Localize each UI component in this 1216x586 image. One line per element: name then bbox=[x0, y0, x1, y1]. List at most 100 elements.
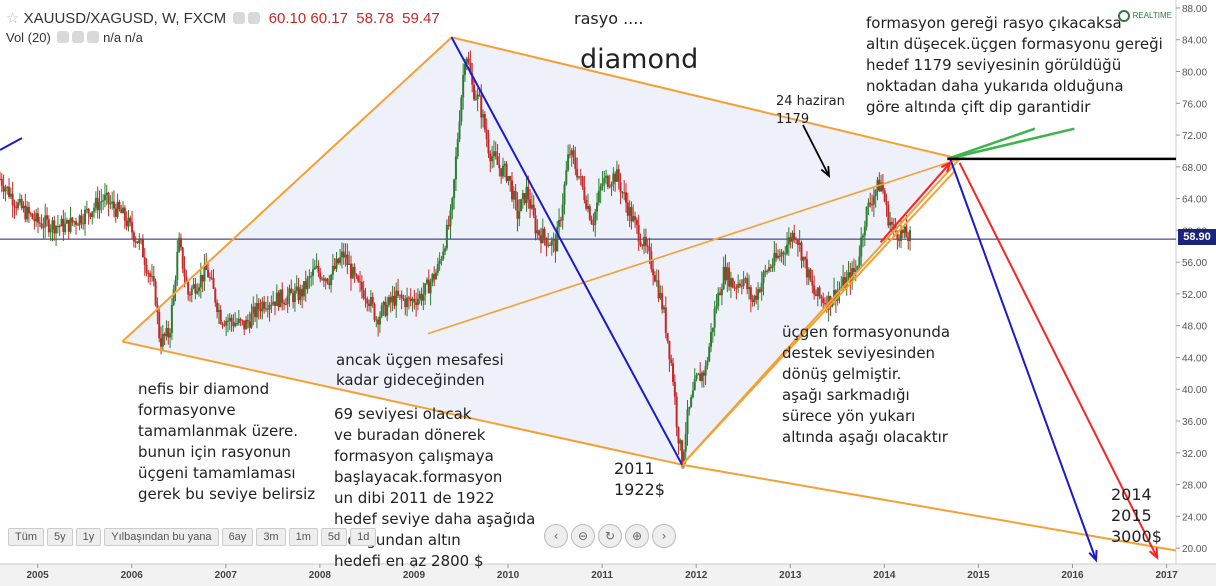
range-button-ytd[interactable]: Yılbaşından bu yana bbox=[104, 528, 219, 546]
lower-trendline[interactable] bbox=[681, 463, 1177, 552]
close-icon[interactable] bbox=[87, 31, 100, 44]
y-tick-label: 44.00 bbox=[1182, 353, 1207, 364]
candle-body bbox=[905, 226, 908, 238]
scroll-right-icon[interactable]: › bbox=[652, 524, 676, 548]
candle-body bbox=[230, 317, 233, 322]
green-pointer-line[interactable] bbox=[947, 127, 1075, 161]
candle-body bbox=[380, 305, 383, 317]
candle-body bbox=[552, 239, 555, 241]
candle-body bbox=[274, 301, 277, 306]
zoom-in-icon[interactable]: ⊕ bbox=[625, 524, 649, 548]
range-button-6m[interactable]: 6ay bbox=[221, 528, 254, 546]
candle-body bbox=[704, 365, 707, 376]
range-button-1m[interactable]: 1m bbox=[288, 528, 318, 546]
candle-body bbox=[476, 94, 479, 100]
red-projection-line[interactable] bbox=[879, 162, 951, 243]
blue-projection-line[interactable] bbox=[949, 158, 1097, 561]
chart-navigation: ‹ ⊖ ↻ ⊕ › bbox=[544, 524, 676, 548]
candle-body bbox=[116, 201, 119, 217]
candle-body bbox=[232, 321, 235, 327]
candle-body bbox=[143, 257, 146, 265]
candle-body bbox=[771, 265, 774, 268]
candle-body bbox=[310, 275, 313, 277]
candle-body bbox=[270, 304, 273, 306]
candle-body bbox=[105, 192, 108, 195]
annotation-right: üçgen formasyonunda destek seviyesinden … bbox=[782, 323, 951, 446]
candle-body bbox=[737, 283, 740, 288]
candle-body bbox=[907, 237, 910, 242]
eye-icon[interactable] bbox=[57, 31, 70, 44]
candle-body bbox=[724, 266, 727, 281]
candle-body bbox=[795, 238, 798, 240]
range-button-all[interactable]: Tüm bbox=[8, 528, 44, 546]
candle-body bbox=[909, 230, 912, 242]
candle-body bbox=[559, 219, 562, 221]
candle-body bbox=[854, 270, 857, 272]
candle-body bbox=[898, 239, 901, 241]
y-tick-label: 80.00 bbox=[1182, 67, 1207, 78]
candle-body bbox=[852, 268, 855, 272]
candle-body bbox=[147, 272, 150, 274]
range-button-1d[interactable]: 1d bbox=[350, 528, 377, 546]
candle-body bbox=[711, 327, 714, 333]
zoom-out-icon[interactable]: ⊖ bbox=[571, 524, 595, 548]
scroll-left-icon[interactable]: ‹ bbox=[544, 524, 568, 548]
range-button-5y[interactable]: 5y bbox=[47, 528, 73, 546]
x-tick-label: 2017 bbox=[1155, 570, 1178, 581]
candle-body bbox=[749, 287, 752, 300]
candle-body bbox=[226, 320, 229, 322]
candle-body bbox=[93, 207, 96, 212]
candle-body bbox=[778, 255, 781, 257]
candle-body bbox=[111, 201, 114, 204]
candle-body bbox=[214, 288, 217, 303]
black-arrow-line bbox=[802, 124, 830, 177]
gear-icon[interactable] bbox=[248, 11, 261, 24]
candle-body bbox=[398, 294, 401, 296]
candle-body bbox=[337, 258, 340, 264]
volume-icons[interactable] bbox=[54, 31, 100, 46]
blue-projection-line[interactable] bbox=[450, 36, 683, 466]
candle-body bbox=[693, 379, 696, 391]
candle-body bbox=[80, 215, 83, 224]
candle-body bbox=[612, 173, 615, 185]
star-icon[interactable]: ☆ bbox=[6, 10, 20, 27]
candle-body bbox=[635, 219, 638, 225]
x-tick-label: 2008 bbox=[309, 570, 332, 581]
range-button-5d[interactable]: 5d bbox=[320, 528, 348, 546]
candle-body bbox=[543, 228, 546, 238]
candle-body bbox=[389, 297, 392, 303]
gear-icon[interactable] bbox=[72, 31, 85, 44]
candle-body bbox=[632, 216, 635, 222]
reset-icon[interactable]: ↻ bbox=[598, 524, 622, 548]
eye-icon[interactable] bbox=[233, 11, 246, 24]
candle-body bbox=[261, 301, 264, 312]
candle-body bbox=[187, 281, 190, 295]
candle-body bbox=[719, 292, 722, 296]
header-icons[interactable] bbox=[230, 11, 261, 28]
candle-body bbox=[713, 308, 716, 328]
candle-body bbox=[46, 215, 49, 220]
candle-body bbox=[572, 150, 575, 158]
candle-body bbox=[368, 303, 371, 307]
annotation-target: 2014 2015 3000$ bbox=[1111, 485, 1162, 546]
range-button-1y[interactable]: 1y bbox=[75, 528, 102, 546]
candle-body bbox=[521, 193, 524, 200]
range-button-3m[interactable]: 3m bbox=[256, 528, 286, 546]
candle-body bbox=[550, 240, 553, 246]
support-trendline[interactable] bbox=[681, 170, 956, 466]
candle-body bbox=[196, 291, 199, 294]
inner-trendline[interactable] bbox=[427, 156, 965, 335]
candle-body bbox=[11, 193, 14, 206]
candle-body bbox=[85, 208, 88, 210]
candle-body bbox=[867, 202, 870, 207]
candle-body bbox=[666, 332, 669, 342]
candle-body bbox=[751, 299, 754, 303]
green-pointer-line[interactable] bbox=[946, 127, 1036, 161]
candle-body bbox=[427, 279, 430, 294]
candle-body bbox=[174, 280, 177, 290]
candle-body bbox=[295, 286, 298, 291]
red-projection-line[interactable] bbox=[958, 162, 1159, 559]
candle-body bbox=[120, 208, 123, 214]
blue-mark-line[interactable] bbox=[0, 137, 23, 151]
